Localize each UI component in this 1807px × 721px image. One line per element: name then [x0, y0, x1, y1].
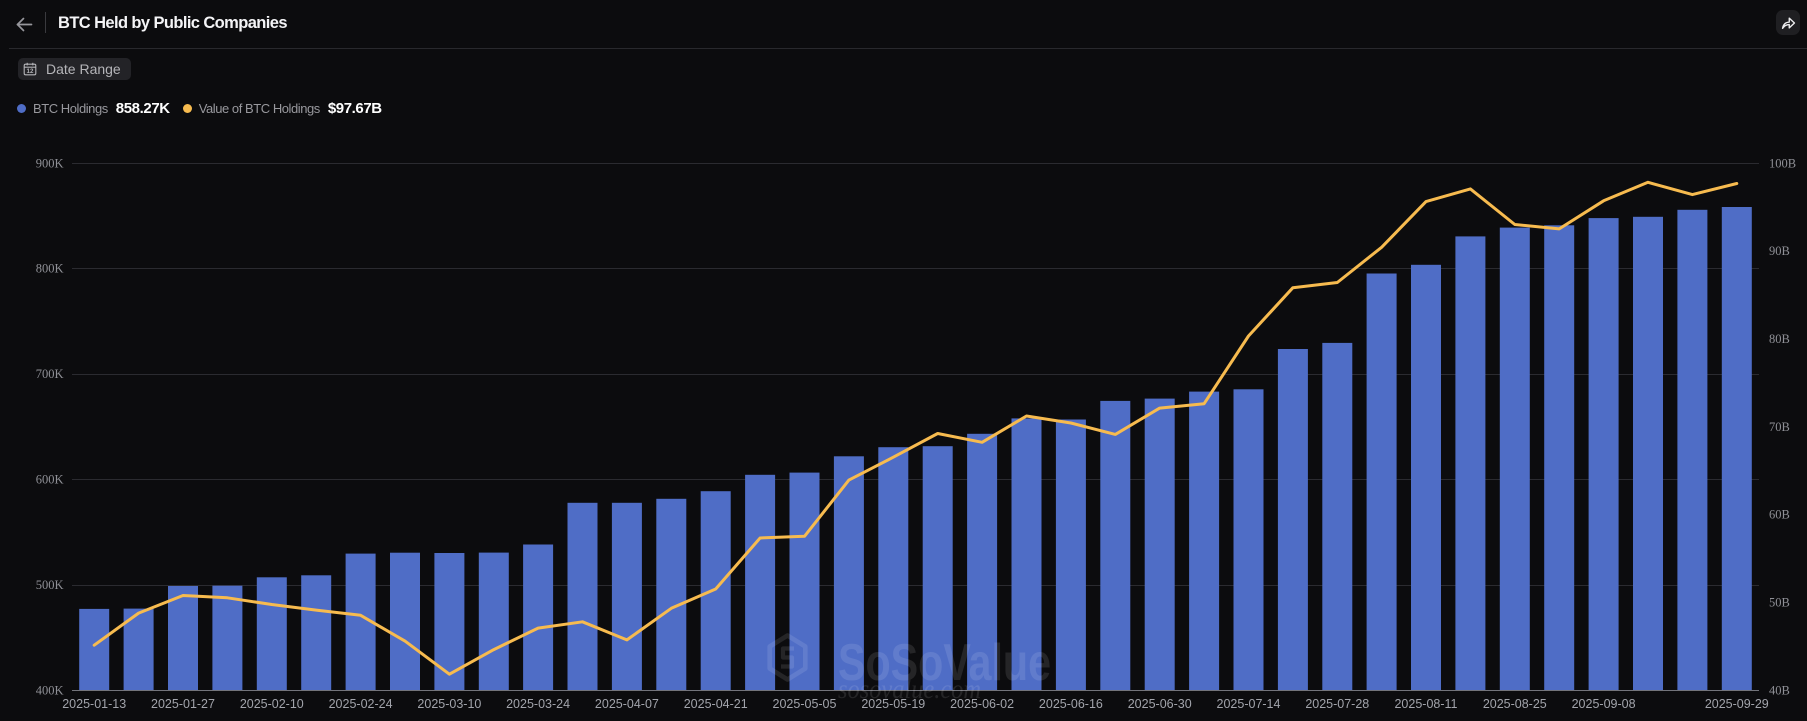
legend-dot-blue — [17, 103, 26, 113]
x-axis-tick-label: 2025-05-19 — [861, 697, 925, 711]
y-axis-tick-label: 100B — [1769, 156, 1796, 170]
x-axis-tick-label: 2025-02-10 — [240, 697, 304, 711]
x-axis-tick-label: 2025-03-10 — [417, 697, 481, 711]
bar[interactable] — [833, 456, 864, 690]
bar[interactable] — [1011, 418, 1042, 690]
right-axis-labels: 40B 50B 60B 70B 80B 90B 100B — [1769, 156, 1796, 697]
x-axis-tick-label: 2025-07-14 — [1217, 697, 1281, 711]
bar[interactable] — [789, 472, 820, 690]
bar[interactable] — [1366, 273, 1397, 691]
bar[interactable] — [656, 498, 687, 690]
date-range-button[interactable]: 12 Date Range — [18, 58, 131, 80]
bar[interactable] — [1411, 264, 1441, 690]
hexagon-logo-icon — [767, 633, 808, 682]
bar[interactable] — [301, 575, 332, 690]
bar[interactable] — [1322, 342, 1353, 690]
bar[interactable] — [567, 502, 598, 690]
calendar-icon: 12 — [23, 62, 37, 76]
legend-label: Value of BTC Holdings — [198, 100, 321, 116]
legend-label: BTC Holdings — [33, 100, 108, 116]
bar-series-btc-holdings — [79, 207, 1752, 691]
x-axis-labels: 2025-01-13 2025-01-27 2025-02-10 2025-02-24… — [62, 697, 1769, 711]
y-axis-tick-label: 400K — [36, 683, 64, 697]
bar[interactable] — [1677, 209, 1708, 691]
y-axis-tick-label: 40B — [1769, 683, 1790, 697]
x-axis-tick-label: 2025-04-21 — [684, 697, 748, 711]
bar[interactable] — [523, 544, 554, 691]
legend-dot-orange — [182, 103, 192, 113]
bar[interactable] — [478, 552, 509, 690]
bar[interactable] — [1100, 400, 1131, 690]
bar[interactable] — [256, 577, 287, 690]
x-axis-tick-label: 2025-01-27 — [151, 697, 215, 711]
bar[interactable] — [967, 433, 998, 690]
date-range-label: Date Range — [46, 61, 121, 77]
y-axis-tick-label: 700K — [36, 367, 64, 381]
header: BTC Held by Public Companies — [0, 0, 1807, 48]
x-axis-tick-label: 2025-07-28 — [1305, 697, 1369, 711]
x-axis-tick-label: 2025-05-05 — [773, 697, 837, 711]
share-icon — [1781, 16, 1795, 29]
y-axis-tick-label: 70B — [1769, 420, 1790, 434]
bar[interactable] — [1499, 227, 1530, 690]
x-axis-tick-label: 2025-08-11 — [1394, 697, 1457, 711]
chart-legend: BTC Holdings 858.27K Value of BTC Holdin… — [17, 99, 382, 117]
y-axis-tick-label: 800K — [36, 262, 64, 276]
y-axis-tick-label: 90B — [1769, 244, 1790, 258]
legend-value: 858.27K — [115, 99, 170, 117]
y-axis-tick-label: 50B — [1769, 595, 1790, 609]
svg-text:12: 12 — [27, 68, 34, 75]
bar[interactable] — [390, 552, 420, 690]
x-axis-tick-label: 2025-06-02 — [950, 697, 1014, 711]
share-button[interactable] — [1776, 10, 1800, 35]
legend-item-value-of-btc-holdings[interactable]: Value of BTC Holdings $97.67B — [182, 99, 382, 117]
y-axis-tick-label: 80B — [1769, 332, 1790, 346]
x-axis-tick-label: 2025-03-24 — [506, 697, 570, 711]
page-title: BTC Held by Public Companies — [58, 14, 288, 32]
legend-item-btc-holdings[interactable]: BTC Holdings 858.27K — [17, 100, 170, 117]
bar[interactable] — [1233, 389, 1264, 690]
x-axis-tick-label: 2025-06-30 — [1128, 697, 1192, 711]
back-button[interactable] — [13, 13, 35, 35]
bar[interactable] — [79, 608, 110, 690]
value-line[interactable] — [92, 180, 1739, 676]
x-axis-tick-label: 2025-08-25 — [1483, 697, 1547, 711]
x-axis-tick-label: 2025-02-24 — [329, 697, 393, 711]
watermark-brand-text: SoSoValue — [838, 634, 1051, 692]
bar[interactable] — [1588, 218, 1619, 690]
left-axis-labels: 400K 500K 600K 700K 800K 900K — [36, 156, 64, 697]
x-axis-tick-label: 2025-09-29 — [1705, 697, 1769, 711]
bar[interactable] — [1144, 398, 1175, 690]
bar[interactable] — [1455, 236, 1486, 690]
bar[interactable] — [212, 585, 243, 690]
bar[interactable] — [1277, 349, 1308, 690]
y-axis-tick-label: 60B — [1769, 508, 1790, 522]
y-axis-tick-label: 600K — [36, 473, 64, 487]
bar[interactable] — [922, 446, 953, 690]
x-axis-tick-label: 2025-06-16 — [1039, 697, 1103, 711]
bar[interactable] — [1189, 391, 1220, 690]
left-arrow-icon — [16, 17, 32, 31]
bar[interactable] — [745, 474, 776, 690]
y-axis-tick-label: 900K — [36, 156, 64, 170]
bar[interactable] — [611, 502, 642, 690]
bar[interactable] — [1544, 225, 1575, 691]
bar[interactable] — [1721, 207, 1752, 690]
title-divider — [45, 12, 46, 33]
bar[interactable] — [1055, 419, 1086, 691]
bar[interactable] — [168, 586, 198, 690]
x-axis-tick-label: 2025-04-07 — [595, 697, 659, 711]
x-axis-tick-label: 2025-09-08 — [1572, 697, 1636, 711]
bar[interactable] — [1633, 216, 1663, 691]
x-axis-tick-label: 2025-01-13 — [62, 697, 126, 711]
bar[interactable] — [878, 447, 909, 690]
y-axis-tick-label: 500K — [36, 578, 64, 592]
legend-value: $97.67B — [327, 99, 382, 117]
watermark-domain-text: sosovalue.com — [838, 674, 981, 704]
header-divider — [9, 48, 1807, 49]
